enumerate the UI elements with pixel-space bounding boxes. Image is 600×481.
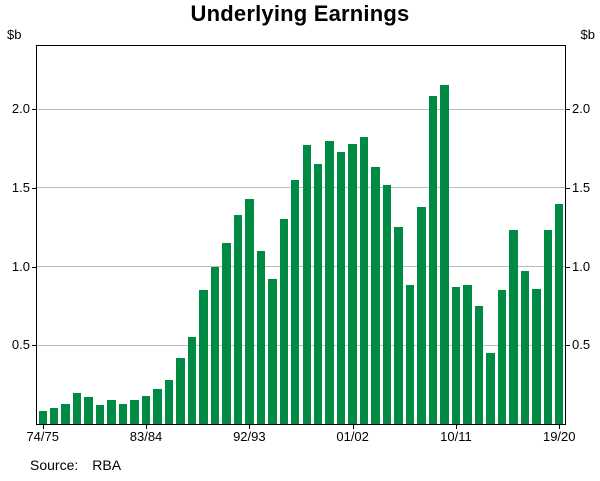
bar-2000-01: [336, 151, 346, 424]
bar-2013-14: [486, 353, 495, 424]
x-tick-label: 83/84: [129, 429, 163, 444]
x-tick-label: 01/02: [336, 429, 369, 444]
y-tick-label-left: 2.0: [11, 101, 30, 116]
bar-1999-00: [325, 140, 334, 424]
y-tick-mark-right: [566, 187, 570, 189]
bar-2002-03: [359, 137, 369, 424]
y-tick-mark-left: [32, 109, 36, 110]
x-tick-mark: [42, 425, 44, 429]
bar-2010-11: [451, 286, 461, 424]
x-tick-mark: [146, 425, 148, 429]
y-tick-label-left: 1.5: [11, 179, 30, 195]
bar-2011-12: [463, 285, 472, 424]
bar-2015-16: [509, 230, 518, 424]
bar-1997-98: [302, 145, 311, 424]
bar-1998-99: [313, 164, 323, 424]
bar-2004-05: [382, 184, 392, 424]
y-tick-mark-left: [32, 345, 36, 347]
bar-1996-97: [291, 179, 300, 424]
bar-1989-90: [210, 266, 220, 424]
bar-1987-88: [187, 337, 197, 424]
bar-1976-77: [61, 403, 70, 424]
bar-2012-13: [474, 305, 484, 424]
bar-2007-08: [417, 206, 426, 424]
x-tick-label: 10/11: [440, 429, 472, 444]
gridline: [37, 266, 565, 267]
bar-1988-89: [199, 290, 208, 424]
bar-2005-06: [394, 227, 403, 424]
bar-1978-79: [84, 397, 93, 424]
bar-1993-94: [256, 250, 266, 424]
y-tick-label-left: 0.5: [11, 337, 30, 353]
bar-1991-92: [233, 214, 243, 424]
bar-2006-07: [405, 285, 415, 424]
bar-1982-83: [130, 400, 139, 424]
bar-1974-75: [38, 411, 47, 424]
source-value: RBA: [92, 457, 122, 473]
gridline: [37, 187, 565, 189]
x-tick-mark: [249, 425, 251, 429]
y-tick-mark-left: [32, 266, 36, 268]
x-tick-label: 19/20: [542, 429, 576, 444]
bar-1990-91: [222, 242, 231, 424]
y-axis-unit-right: $b: [580, 27, 595, 42]
y-tick-mark-right: [566, 345, 570, 347]
y-tick-label-right: 1.5: [572, 179, 591, 195]
bar-1984-85: [153, 389, 162, 424]
chart-title: Underlying Earnings: [190, 1, 410, 26]
gridline: [37, 108, 565, 110]
x-tick-mark: [455, 425, 457, 429]
bar-1977-78: [72, 392, 82, 424]
source-note: Source: RBA: [30, 457, 121, 473]
bar-2016-17: [520, 271, 530, 424]
bar-1975-76: [49, 408, 59, 424]
y-tick-label-right: 0.5: [572, 337, 591, 353]
bar-2014-15: [497, 290, 507, 424]
bar-2008-09: [428, 96, 438, 424]
bar-1979-80: [95, 405, 105, 424]
bar-2017-18: [532, 288, 541, 424]
bar-2001-02: [348, 143, 357, 424]
x-tick-mark: [352, 425, 354, 429]
y-axis-unit-left: $b: [7, 27, 22, 42]
source-label: Source:: [30, 457, 79, 473]
y-tick-label-left: 1.0: [11, 258, 30, 274]
bar-2009-10: [440, 85, 449, 424]
x-tick-label: 92/93: [233, 429, 266, 444]
bar-2019-20: [555, 203, 564, 424]
bar-1992-93: [245, 198, 254, 424]
y-tick-mark-left: [32, 187, 36, 189]
bar-2018-19: [543, 230, 552, 424]
x-tick-label: 74/75: [26, 429, 59, 444]
y-tick-mark-right: [566, 109, 570, 110]
bar-1986-87: [176, 357, 185, 424]
bar-1980-81: [107, 400, 116, 424]
bar-1983-84: [141, 395, 151, 424]
y-tick-label-right: 1.0: [572, 258, 591, 274]
x-tick-mark: [559, 425, 561, 429]
bar-1981-82: [118, 403, 128, 424]
bar-1994-95: [268, 279, 277, 424]
y-tick-mark-right: [566, 266, 570, 268]
y-tick-label-right: 2.0: [572, 101, 591, 116]
bar-1985-86: [164, 379, 174, 424]
bar-1995-96: [279, 219, 288, 424]
gridline: [37, 344, 565, 346]
plot-area: [36, 45, 566, 425]
bar-2003-04: [371, 167, 380, 424]
